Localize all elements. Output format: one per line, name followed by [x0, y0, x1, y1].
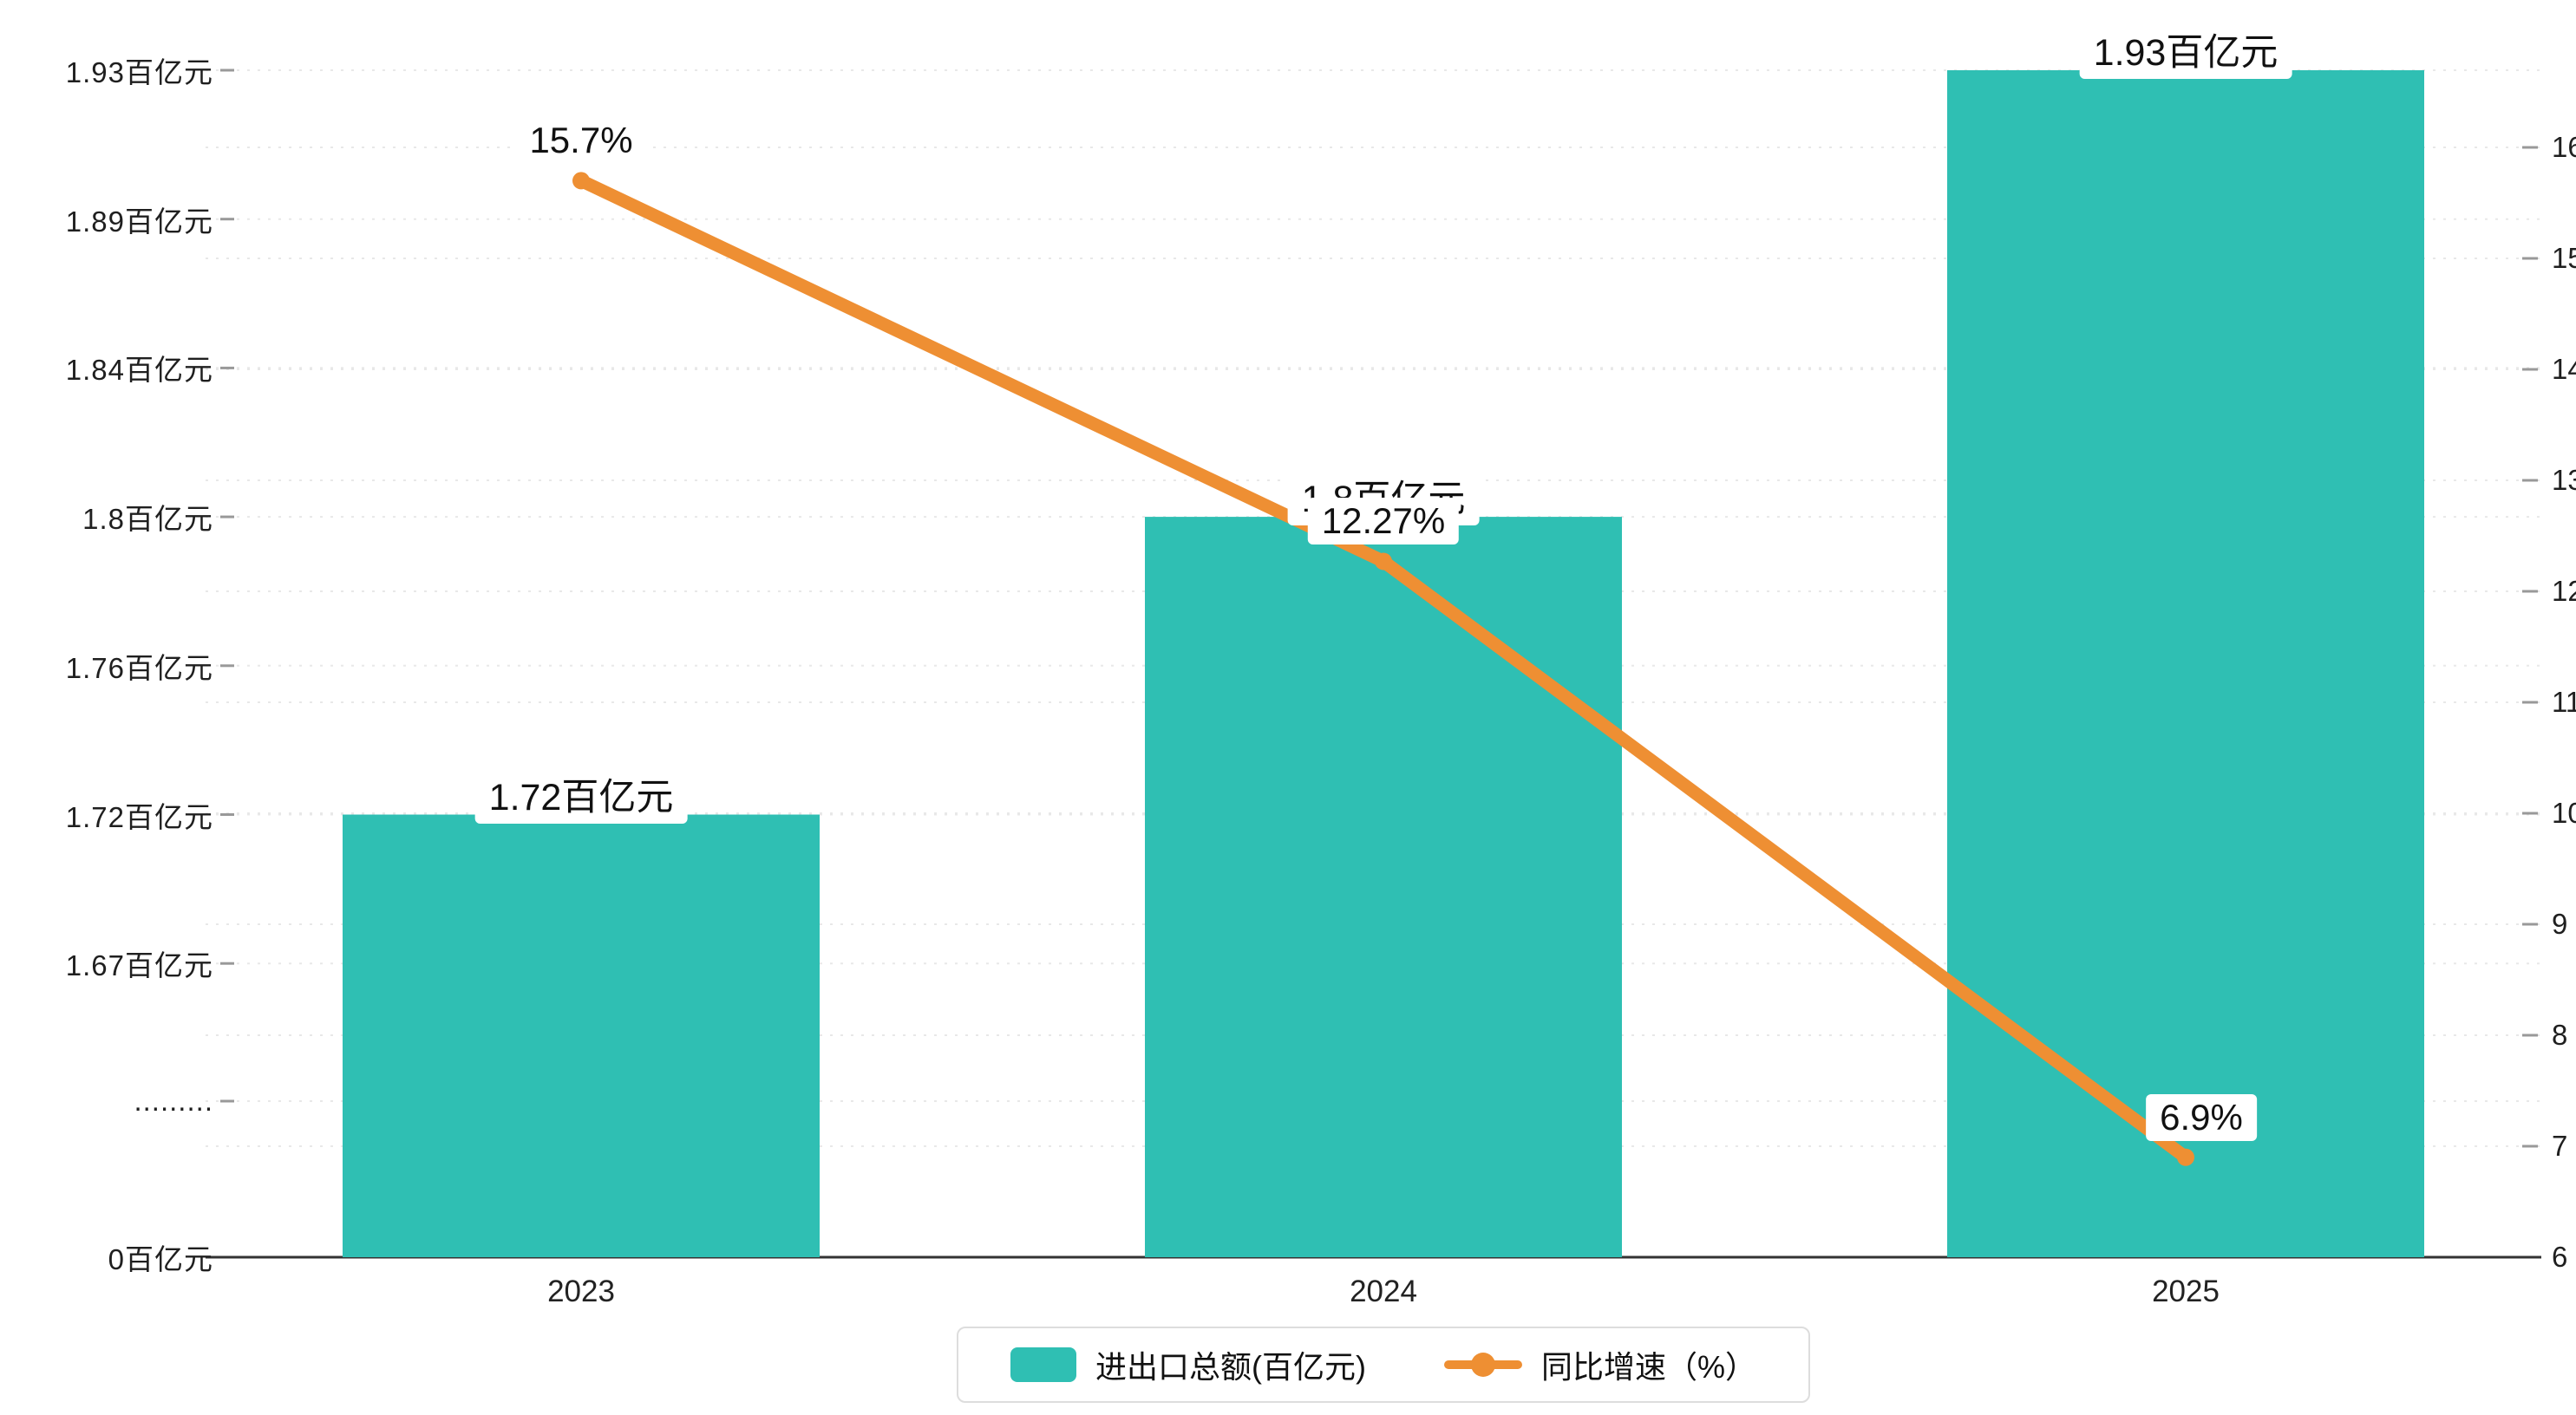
left-axis-tick-label: 1.8百亿元 [82, 503, 213, 536]
x-axis-label-2025: 2025 [2152, 1275, 2220, 1308]
legend-label-bar-series: 进出口总额(百亿元) [1095, 1349, 1366, 1385]
legend-item-bar-series[interactable]: 进出口总额(百亿元) [1010, 1342, 1366, 1387]
left-axis-tick-label: 1.72百亿元 [65, 800, 213, 833]
right-axis-tick-label: 7 [2552, 1130, 2568, 1162]
left-axis-tick-label: ......... [134, 1085, 213, 1117]
left-axis-tick-label: 1.93百亿元 [65, 56, 213, 88]
left-axis-tick-label: 1.84百亿元 [65, 354, 213, 387]
line-series-swatch-icon [1443, 1347, 1522, 1382]
line-value-label-2025: 6.9% [2146, 1093, 2257, 1141]
x-axis-label-2023: 2023 [547, 1275, 615, 1308]
bar-2024[interactable] [1145, 517, 1622, 1257]
line-point-2024[interactable] [1375, 552, 1392, 571]
right-axis-tick-label: 16 [2552, 131, 2576, 163]
right-axis-tick-label: 13 [2552, 464, 2576, 496]
bar-value-label-2025: 1.93百亿元 [2079, 20, 2292, 79]
legend: 进出口总额(百亿元) 同比增速（%） [957, 1327, 1810, 1403]
line-swatch-dot-icon [1470, 1353, 1495, 1377]
right-axis-tick-label: 9 [2552, 908, 2568, 940]
line-point-2025[interactable] [2177, 1148, 2194, 1166]
legend-label-line-series: 同比增速（%） [1540, 1349, 1756, 1385]
bar-series-swatch-icon [1010, 1347, 1076, 1382]
right-axis-tick-label: 6 [2552, 1241, 2568, 1273]
right-axis-tick-label: 15 [2552, 242, 2576, 274]
left-axis-tick-label: 0百亿元 [108, 1243, 213, 1275]
left-axis-tick-label: 1.89百亿元 [65, 205, 213, 238]
line-value-label-2023: 15.7% [515, 117, 647, 165]
right-axis-tick-label: 10 [2552, 797, 2576, 829]
legend-item-line-series[interactable]: 同比增速（%） [1443, 1342, 1756, 1387]
bar-2025[interactable] [1947, 70, 2424, 1257]
right-axis-tick-label: 14 [2552, 353, 2576, 385]
left-axis-tick-label: 1.67百亿元 [65, 949, 213, 982]
left-axis-tick-label: 1.76百亿元 [65, 651, 213, 684]
line-value-label-2024: 12.27% [1307, 498, 1460, 545]
right-axis-tick-label: 11 [2552, 686, 2576, 718]
x-axis-label-2024: 2024 [1350, 1275, 1417, 1308]
bar-value-label-2023: 1.72百亿元 [474, 764, 688, 824]
right-axis-tick-label: 12 [2552, 575, 2576, 607]
bar-2023[interactable] [343, 814, 820, 1258]
line-point-2023[interactable] [572, 172, 590, 190]
right-axis-tick-label: 8 [2552, 1019, 2568, 1051]
